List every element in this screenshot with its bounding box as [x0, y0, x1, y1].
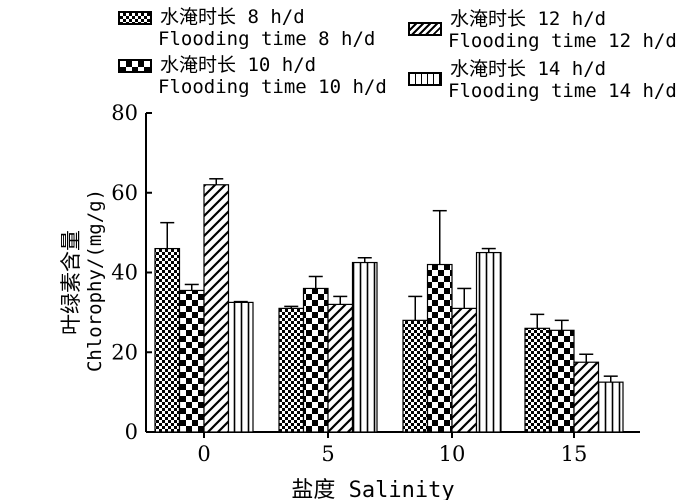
x-tick-label: 10	[439, 442, 466, 466]
bar	[402, 319, 429, 433]
bar	[573, 361, 600, 433]
bar	[548, 329, 575, 433]
legend-label-cn: 水淹时长 14 h/d	[450, 58, 607, 80]
bar	[178, 289, 205, 433]
bar	[597, 381, 624, 433]
legend-swatch-checker-large	[118, 59, 152, 73]
legend-swatch-diagonal	[408, 22, 442, 36]
legend-swatch-vertical	[408, 72, 442, 86]
x-axis-label: 盐度 Salinity	[291, 478, 454, 500]
y-tick-label: 60	[111, 181, 138, 205]
bars	[154, 178, 624, 433]
legend-label-en: Flooding time 12 h/d	[448, 30, 677, 52]
chart-legend: 水淹时长 8 h/d Flooding time 8 h/d 水淹时长 10 h…	[0, 0, 700, 110]
bar	[154, 247, 181, 433]
legend-label-en: Flooding time 10 h/d	[158, 76, 387, 98]
x-tick-label: 5	[321, 442, 334, 466]
y-tick-label: 40	[111, 261, 138, 285]
bar	[351, 261, 378, 433]
bar	[451, 307, 478, 433]
legend-label-cn: 水淹时长 12 h/d	[450, 8, 607, 30]
y-tick-label: 80	[111, 101, 138, 125]
bar	[475, 251, 502, 433]
bar	[203, 184, 230, 433]
legend-label-en: Flooding time 14 h/d	[448, 80, 677, 102]
legend-label-cn: 水淹时长 8 h/d	[160, 6, 305, 28]
legend-label-en: Flooding time 8 h/d	[158, 28, 376, 50]
bar	[327, 303, 354, 433]
bar	[302, 287, 329, 433]
bar	[426, 263, 453, 433]
y-tick-label: 20	[111, 340, 138, 364]
x-tick-label: 15	[561, 442, 588, 466]
y-axis-label-cn: 叶绿素含量	[59, 230, 83, 335]
x-tick-label: 0	[197, 442, 210, 466]
legend-swatch-checker-small	[118, 11, 152, 25]
axis-labels: 0 20 40 60 80 0 5 10 15 盐度 Salinity 叶绿素含量 Chlorophy…	[59, 101, 587, 500]
bar	[524, 327, 551, 433]
bar	[278, 307, 305, 433]
legend-label-cn: 水淹时长 10 h/d	[160, 54, 317, 76]
y-axis-label-en: Chlorophy/(mg/g)	[84, 189, 106, 372]
y-tick-label: 0	[125, 420, 138, 444]
bar	[227, 301, 254, 433]
